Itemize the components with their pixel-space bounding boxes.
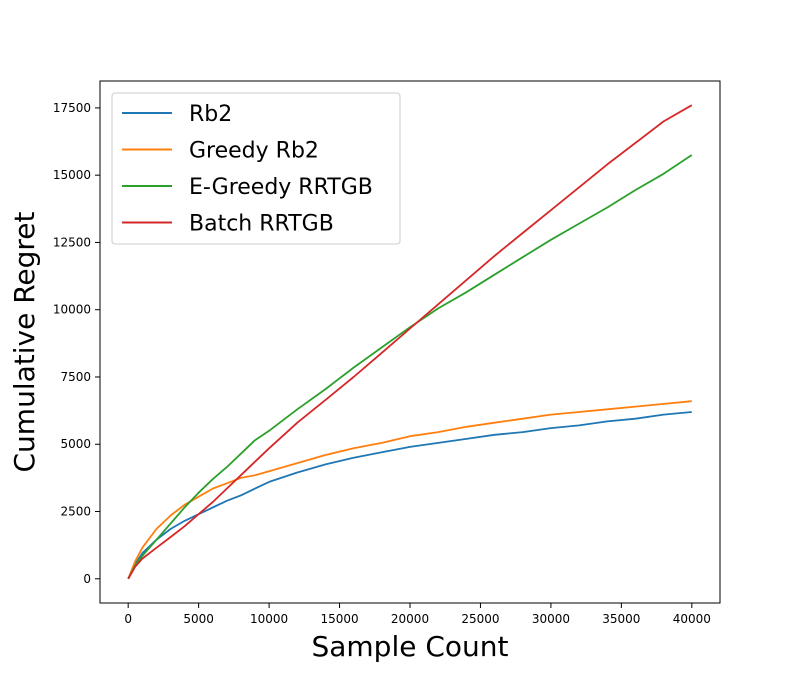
legend-label: E-Greedy RRTGB <box>189 175 373 200</box>
y-tick-label: 0 <box>83 572 91 586</box>
series-line-e-greedy-rrtgb <box>127 154 693 580</box>
legend-label: Batch RRTGB <box>189 212 334 237</box>
x-axis-ticks: 0 5000 10000 15000 20000 25000 30000 35000 40000 <box>124 603 711 626</box>
y-tick-label: 2500 <box>60 505 91 519</box>
legend-box <box>111 92 401 245</box>
legend-label: Greedy Rb2 <box>189 139 319 164</box>
x-tick-label: 40000 <box>673 612 711 626</box>
y-axis-label: Cumulative Regret <box>8 211 41 472</box>
x-tick-label: 20000 <box>391 612 429 626</box>
legend: Rb2 Greedy Rb2 E-Greedy RRTGB Batch RRTGB <box>111 92 401 245</box>
x-tick-label: 35000 <box>602 612 640 626</box>
y-tick-label: 10000 <box>53 303 91 317</box>
x-tick-label: 0 <box>124 612 132 626</box>
y-axis-ticks: 0 2500 5000 7500 10000 12500 15000 17500 <box>53 101 100 586</box>
y-tick-label: 12500 <box>53 235 91 249</box>
x-tick-label: 25000 <box>461 612 499 626</box>
y-tick-label: 17500 <box>53 101 91 115</box>
series-line-greedy-rb2 <box>127 400 692 580</box>
series-line-batch-rrtgb <box>127 104 693 580</box>
x-tick-label: 30000 <box>532 612 570 626</box>
x-tick-label: 10000 <box>250 612 288 626</box>
x-tick-label: 15000 <box>320 612 358 626</box>
series-line-rb2 <box>127 411 692 580</box>
x-axis-label: Sample Count <box>311 630 508 663</box>
series-lines <box>127 104 693 580</box>
y-tick-label: 7500 <box>60 370 91 384</box>
legend-label: Rb2 <box>189 102 232 127</box>
y-tick-label: 5000 <box>60 437 91 451</box>
x-tick-label: 5000 <box>183 612 214 626</box>
y-tick-label: 15000 <box>53 168 91 182</box>
